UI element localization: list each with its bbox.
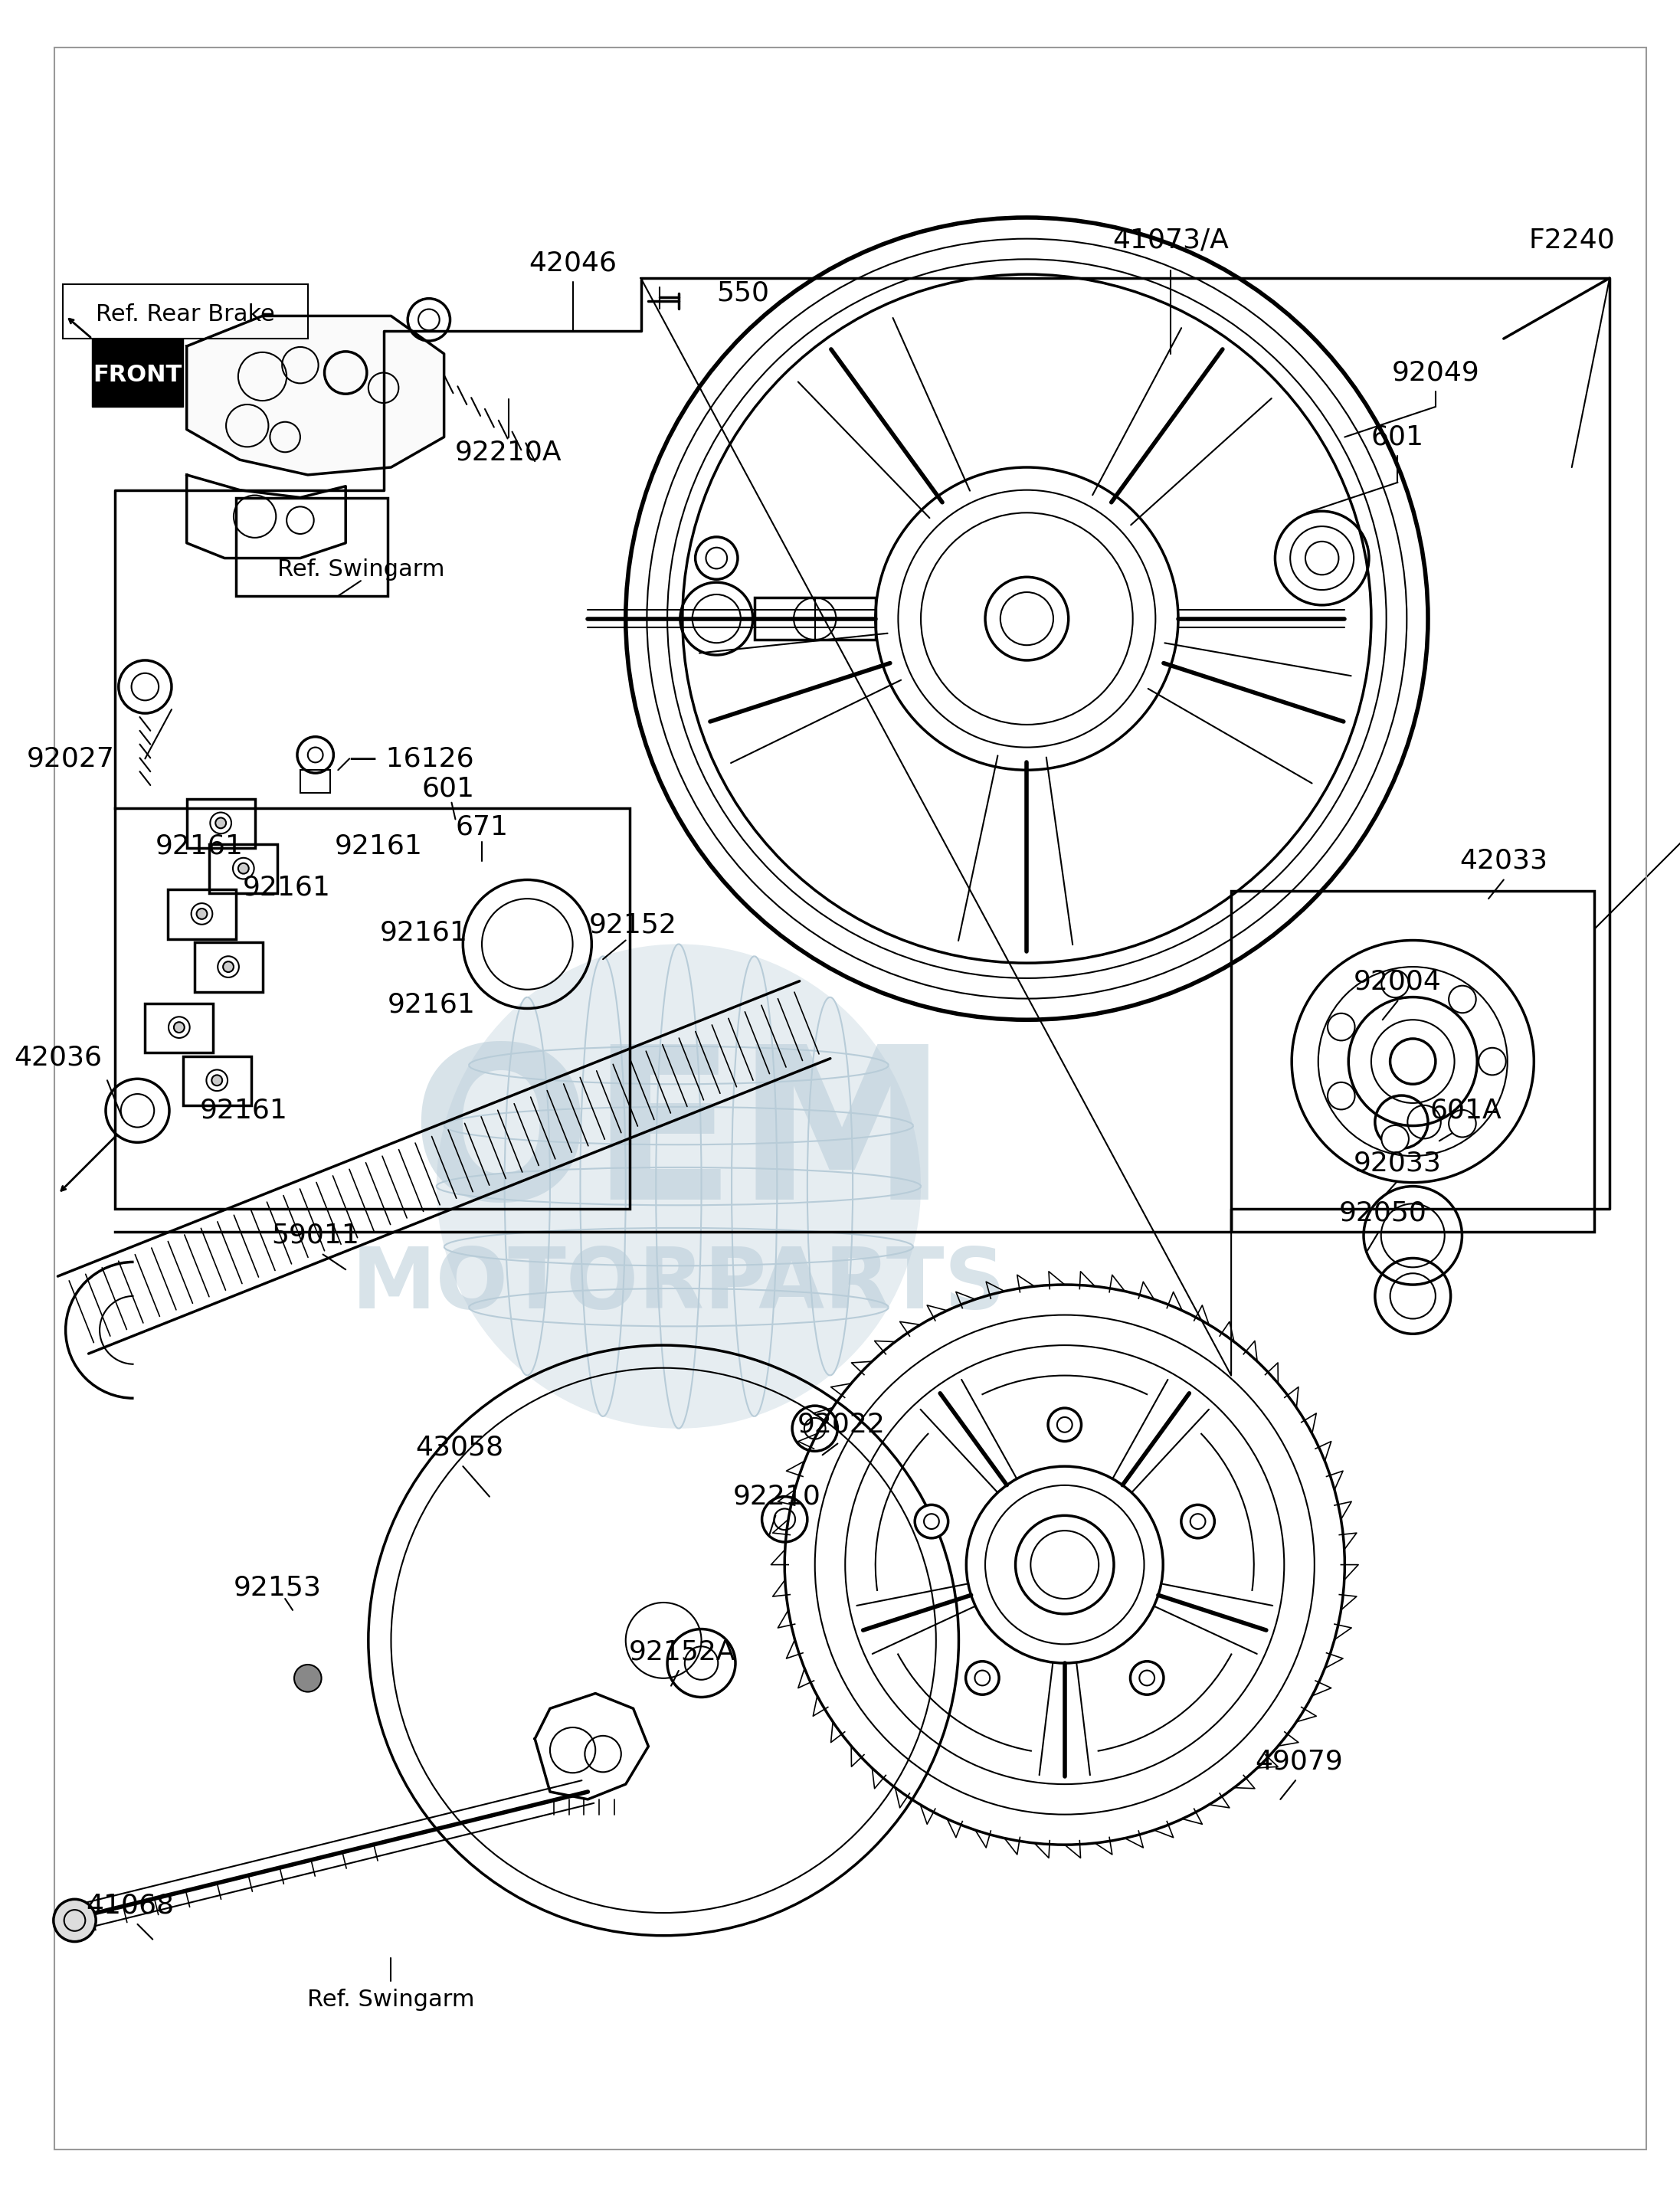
- Text: 92161: 92161: [380, 921, 467, 945]
- Circle shape: [239, 863, 249, 874]
- Text: 43058: 43058: [415, 1435, 504, 1461]
- Circle shape: [1381, 1125, 1410, 1153]
- Circle shape: [1448, 1109, 1477, 1138]
- Bar: [195, 943, 262, 991]
- Text: 92161: 92161: [200, 1098, 287, 1123]
- Text: 49079: 49079: [1255, 1749, 1344, 1775]
- Bar: [114, 808, 630, 1208]
- Text: Ref. Rear Brake: Ref. Rear Brake: [96, 303, 276, 325]
- Text: FRONT: FRONT: [92, 365, 181, 387]
- Polygon shape: [92, 338, 183, 406]
- Text: 92161: 92161: [156, 833, 244, 859]
- Bar: [144, 1004, 213, 1052]
- Text: 601: 601: [1371, 424, 1425, 450]
- Text: 92152: 92152: [590, 912, 677, 938]
- Bar: [1231, 892, 1594, 1233]
- Circle shape: [1327, 1083, 1354, 1109]
- Text: — 16126: — 16126: [349, 745, 474, 771]
- Circle shape: [173, 1022, 185, 1033]
- Text: 92161: 92161: [242, 874, 331, 901]
- Circle shape: [1381, 971, 1410, 997]
- Text: 601: 601: [422, 776, 474, 802]
- Polygon shape: [186, 316, 444, 475]
- Text: 92027: 92027: [27, 745, 114, 771]
- Text: 42036: 42036: [13, 1044, 102, 1070]
- Circle shape: [916, 1505, 948, 1538]
- Text: 92161: 92161: [388, 991, 475, 1017]
- Text: 92049: 92049: [1391, 360, 1480, 387]
- Circle shape: [294, 1665, 321, 1692]
- Circle shape: [1131, 1661, 1164, 1694]
- Circle shape: [966, 1661, 1000, 1694]
- Text: Ref. Swingarm: Ref. Swingarm: [307, 1988, 475, 2010]
- Text: 59011: 59011: [272, 1222, 360, 1248]
- Bar: [235, 497, 388, 595]
- Text: 92161: 92161: [334, 833, 422, 859]
- Bar: [210, 844, 277, 894]
- Bar: [168, 890, 235, 938]
- Circle shape: [212, 1074, 222, 1085]
- Text: F2240: F2240: [1529, 226, 1614, 253]
- Circle shape: [1048, 1408, 1082, 1441]
- Text: 42046: 42046: [529, 250, 617, 277]
- Text: MOTORPARTS: MOTORPARTS: [351, 1244, 1006, 1325]
- Circle shape: [1478, 1048, 1505, 1074]
- Text: 601A: 601A: [1430, 1098, 1502, 1123]
- Circle shape: [1181, 1505, 1215, 1538]
- Circle shape: [215, 817, 227, 828]
- Circle shape: [1327, 1013, 1354, 1041]
- Text: 41068: 41068: [86, 1892, 175, 1918]
- Circle shape: [54, 1898, 96, 1942]
- Circle shape: [1448, 986, 1477, 1013]
- Text: 550: 550: [716, 281, 769, 305]
- Circle shape: [197, 910, 207, 918]
- Bar: [186, 800, 255, 848]
- Bar: [183, 1057, 250, 1105]
- Text: OEM: OEM: [410, 1037, 948, 1244]
- Text: 92210A: 92210A: [455, 439, 561, 466]
- Bar: [754, 598, 875, 639]
- Text: 671: 671: [455, 813, 509, 839]
- Text: 92153: 92153: [234, 1575, 321, 1599]
- Text: 92022: 92022: [798, 1413, 885, 1437]
- Text: 92210: 92210: [732, 1483, 822, 1509]
- Circle shape: [437, 945, 921, 1428]
- Text: 42033: 42033: [1460, 848, 1547, 874]
- Text: 92050: 92050: [1339, 1200, 1426, 1226]
- Text: Ref. Swingarm: Ref. Swingarm: [277, 558, 445, 580]
- Text: 92152A: 92152A: [628, 1639, 736, 1665]
- Circle shape: [223, 962, 234, 971]
- Bar: [301, 769, 331, 793]
- Text: 41073/A: 41073/A: [1112, 226, 1228, 253]
- Text: 92004: 92004: [1354, 969, 1441, 995]
- Text: 92033: 92033: [1354, 1151, 1441, 1178]
